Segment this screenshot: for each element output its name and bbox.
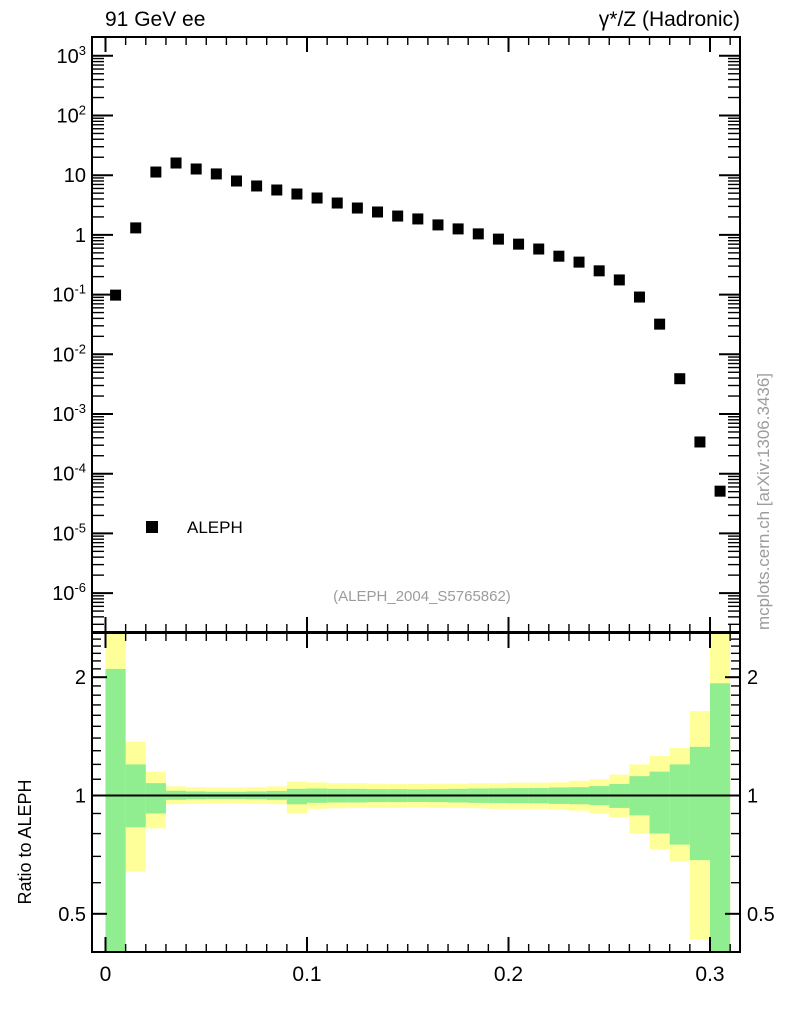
band-inner [145, 783, 166, 814]
main-panel-frame [91, 36, 741, 633]
main-y-tick-label: 103 [57, 43, 86, 68]
main-y-tick-label: 10-5 [52, 520, 86, 545]
main-y-tick-label: 10-6 [52, 580, 86, 605]
band-inner [649, 771, 670, 834]
band-inner [689, 746, 710, 861]
data-point [513, 238, 525, 250]
data-point [633, 291, 645, 303]
main-y-tick-label: 10-2 [52, 341, 86, 366]
legend-label: ALEPH [187, 518, 243, 537]
ratio-y-tick-label: 2 [75, 667, 86, 689]
data-point [311, 192, 323, 204]
data-point [190, 163, 202, 175]
band-inner [286, 788, 307, 805]
main-y-tick-label: 10-4 [52, 461, 86, 486]
data-point [150, 166, 162, 178]
data-point [210, 168, 222, 180]
data-point [694, 436, 706, 448]
data-point [392, 210, 404, 222]
axis-ticks [93, 38, 739, 951]
data-point [230, 175, 242, 187]
mcplots-arxiv-watermark: mcplots.cern.ch [arXiv:1306.3436] [754, 373, 773, 630]
data-point [432, 219, 444, 231]
data-point [593, 265, 605, 277]
data-point [372, 206, 384, 218]
panel-frames [91, 36, 741, 953]
data-point [674, 373, 686, 385]
ratio-y-axis-title: Ratio to ALEPH [15, 779, 35, 904]
data-point [714, 485, 726, 497]
ratio-y-tick-label: 2 [747, 667, 758, 689]
analysis-id-watermark: (ALEPH_2004_S5765862) [333, 588, 511, 605]
band-inner [669, 764, 690, 845]
ratio-y-tick-label: 1 [75, 786, 86, 808]
data-point [613, 274, 625, 286]
data-point [654, 318, 666, 330]
ratio-panel-frame [91, 632, 741, 953]
main-y-tick-label: 10 [64, 165, 86, 187]
main-y-tick-label: 10-1 [52, 282, 86, 307]
x-tick-label: 0.3 [695, 963, 724, 986]
data-point [412, 213, 424, 225]
data-point [251, 180, 263, 192]
band-inner [105, 668, 126, 951]
x-tick-label: 0.2 [494, 963, 523, 986]
x-tick-label: 0.1 [292, 963, 321, 986]
data-point [573, 256, 585, 268]
data-point [351, 202, 363, 214]
data-point [331, 197, 343, 209]
main-y-tick-label: 1 [75, 225, 86, 247]
data-point [110, 289, 122, 301]
legend-marker-square-icon [146, 521, 158, 533]
data-point [452, 223, 464, 235]
data-point [533, 243, 545, 255]
ratio-uncertainty-bands [92, 634, 740, 951]
data-point [170, 157, 182, 169]
data-point [553, 250, 565, 262]
ratio-y-tick-label: 0.5 [58, 904, 86, 926]
band-inner [710, 683, 731, 951]
main-y-tick-label: 10-3 [52, 401, 86, 426]
data-points [110, 157, 726, 497]
x-tick-label: 0 [100, 963, 112, 986]
data-point [472, 228, 484, 240]
header-left-title: 91 GeV ee [105, 8, 205, 31]
data-point [291, 188, 303, 200]
ratio-y-tick-label: 1 [747, 786, 758, 808]
data-point [130, 222, 142, 234]
main-y-tick-label: 102 [57, 103, 86, 128]
data-point [492, 233, 504, 245]
header-right-title: γ*/Z (Hadronic) [599, 8, 740, 31]
ratio-y-tick-label: 0.5 [747, 904, 775, 926]
data-point [271, 184, 283, 196]
